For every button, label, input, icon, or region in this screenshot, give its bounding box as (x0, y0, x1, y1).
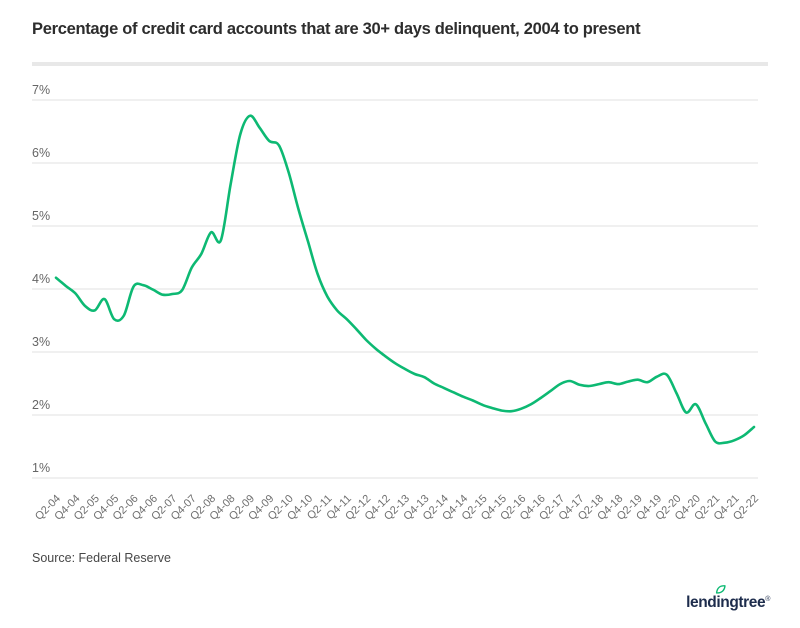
y-axis-label: 3% (32, 335, 50, 349)
delinquency-rate-line (54, 114, 756, 445)
chart-title: Percentage of credit card accounts that … (32, 20, 641, 38)
y-axis-label: 2% (32, 398, 50, 412)
y-axis-label: 4% (32, 272, 50, 286)
y-axis-label: 1% (32, 461, 50, 475)
y-axis-label: 7% (32, 83, 50, 97)
title-divider (32, 62, 768, 66)
lendingtree-logo: lendingtree® (686, 585, 770, 612)
delinquency-line-chart: 1%2%3%4%5%6%7%Q2-04Q4-04Q2-05Q4-05Q2-06Q… (32, 83, 761, 523)
source-note: Source: Federal Reserve (32, 551, 171, 565)
logo-text: lendingtree® (686, 594, 770, 611)
y-axis-label: 5% (32, 209, 50, 223)
registered-mark: ® (765, 595, 770, 603)
leaf-icon (715, 585, 726, 594)
y-axis-label: 6% (32, 146, 50, 160)
